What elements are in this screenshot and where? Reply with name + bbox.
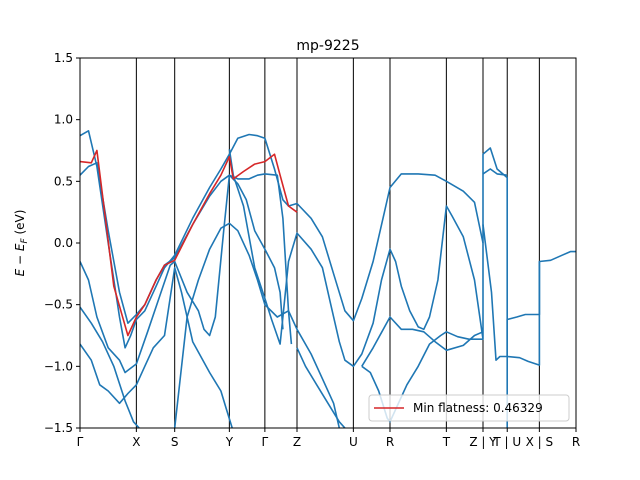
x-tick-label: Γ: [262, 435, 269, 449]
y-axis: −1.5 −1.0 −0.5 0.0 0.5 1.0 1.5: [44, 51, 80, 435]
x-tick-label: X | S: [526, 435, 554, 449]
x-tick-label: S: [171, 435, 179, 449]
band-lines: [80, 130, 576, 428]
y-tick-label: 0.5: [54, 174, 73, 188]
band-line: [507, 261, 541, 366]
legend-label: Min flatness: 0.46329: [413, 401, 543, 415]
x-tick-label: Z: [293, 435, 301, 449]
chart-title: mp-9225: [296, 38, 359, 54]
band-line: [80, 266, 233, 428]
x-tick-label: T | U: [492, 435, 521, 449]
band-line: [173, 222, 341, 428]
y-tick-label: −1.0: [44, 359, 73, 373]
y-axis-label-unit: (eV): [13, 210, 27, 239]
band-line: [80, 130, 484, 349]
x-tick-label: R: [386, 435, 394, 449]
band-line: [482, 224, 576, 361]
x-tick-label: R: [572, 435, 580, 449]
x-tick-label: X: [132, 435, 140, 449]
x-axis: Γ X S Y Γ Z U R T Z | YT | U X | S R: [77, 428, 580, 449]
y-tick-label: −0.5: [44, 298, 73, 312]
x-tick-label: Y: [225, 435, 234, 449]
y-axis-label: E − EF (eV): [13, 210, 30, 277]
band-line: [296, 347, 346, 428]
band-line: [228, 147, 508, 428]
y-tick-label: 0.0: [54, 236, 73, 250]
y-tick-label: 1.0: [54, 113, 73, 127]
legend: Min flatness: 0.46329: [368, 394, 570, 422]
y-tick-label: −1.5: [44, 421, 73, 435]
legend-box: [368, 394, 570, 422]
band-line: [361, 316, 484, 367]
band-line: [482, 168, 508, 176]
y-axis-label-main: E − E: [13, 243, 27, 276]
x-tick-label: Z | Y: [469, 435, 497, 449]
y-axis-label-sub: F: [20, 238, 30, 244]
band-line: [80, 174, 284, 374]
band-line: [80, 306, 140, 428]
y-tick-label: 1.5: [54, 51, 73, 65]
flat-band-line: [80, 149, 298, 337]
x-tick-label: T: [442, 435, 451, 449]
x-tick-label: U: [349, 435, 358, 449]
x-tick-label: Γ: [77, 435, 84, 449]
flat-band-highlight: [80, 149, 298, 337]
